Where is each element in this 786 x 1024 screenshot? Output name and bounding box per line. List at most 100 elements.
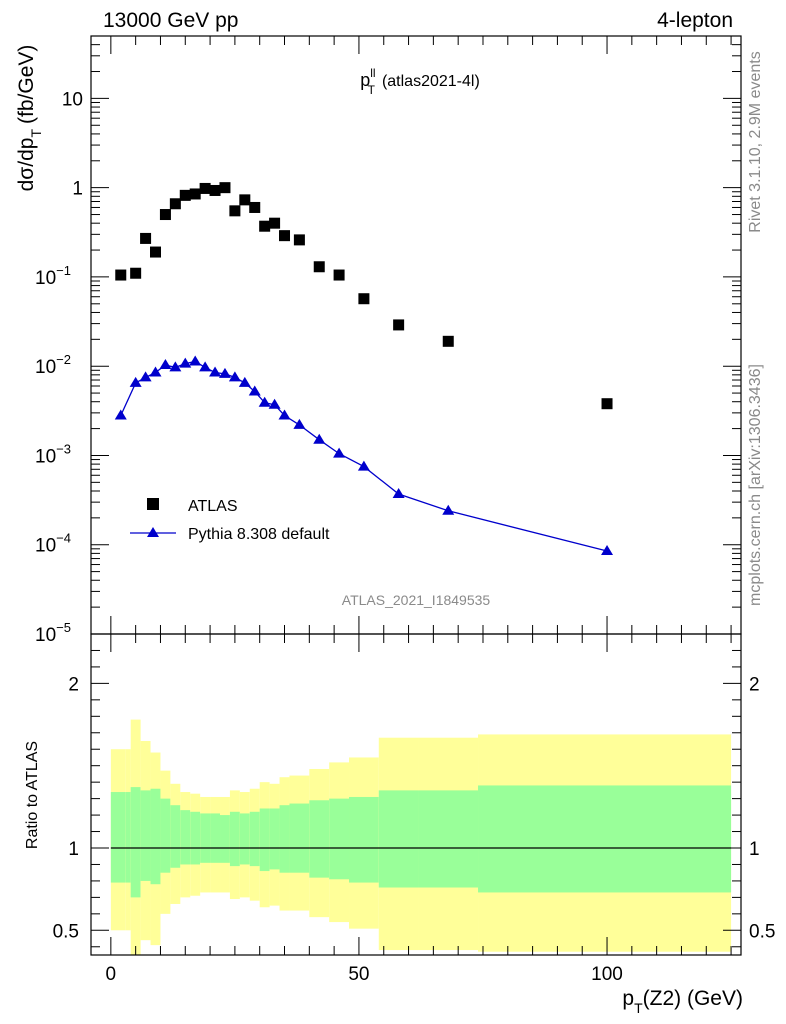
atlas-point	[229, 205, 241, 217]
main-y-tick-label: 10	[62, 89, 83, 110]
atlas-point	[333, 269, 345, 281]
ratio-inner-band	[160, 798, 171, 873]
pythia-point	[199, 361, 212, 372]
ratio-y-tick-label-right: 1	[749, 839, 760, 860]
xlabel-subscript: T	[634, 1000, 643, 1016]
pythia-point	[258, 396, 271, 407]
atlas-point	[169, 198, 181, 210]
main-y-tick-label: 10−5	[35, 620, 71, 646]
pythia-point	[333, 447, 346, 458]
ratio-inner-band	[140, 790, 151, 881]
legend-atlas-label: ATLAS	[188, 498, 238, 515]
main-frame	[90, 35, 742, 635]
ratio-inner-band	[229, 811, 240, 867]
atlas-point	[358, 293, 370, 305]
xlabel-main: p	[622, 987, 634, 1010]
pythia-point	[357, 460, 370, 471]
ratio-inner-band	[220, 815, 230, 863]
atlas-point	[601, 398, 613, 410]
ratio-inner-band	[110, 792, 126, 883]
ratio-inner-band	[349, 796, 379, 883]
ratio-y-tick-label-right: 2	[749, 674, 760, 695]
main-y-tick-label: 10−2	[35, 352, 71, 378]
side-mcplots-label: mcplots.cern.ch [arXiv:1306.3436]	[747, 364, 764, 606]
header-right-label: 4-lepton	[657, 9, 733, 32]
atlas-point	[140, 232, 152, 244]
ratio-inner-band	[279, 805, 290, 873]
ratio-inner-band	[180, 810, 191, 865]
title-suffix: (atlas2021-4l)	[382, 73, 480, 90]
ratio-y-tick-label-right: 0.5	[749, 921, 775, 942]
main-panel: pll T (atlas2021-4l) 10−510−410−310−210−11…	[15, 35, 742, 646]
legend: ATLAS Pythia 8.308 default	[130, 498, 330, 543]
x-tick-label: 0	[106, 964, 117, 985]
ratio-inner-band	[170, 805, 181, 868]
ratio-inner-band	[200, 813, 211, 863]
legend-pythia-label: Pythia 8.308 default	[188, 526, 330, 543]
y-tick-labels: 10−5 10−4 10−3 10−2 10−1 1 10	[35, 89, 83, 646]
ratio-frame	[90, 633, 742, 956]
pythia-point	[442, 504, 455, 515]
ratio-y-tick-label-left: 0.5	[53, 921, 79, 942]
title-superscript: ll	[370, 66, 375, 80]
pythia-point	[218, 367, 231, 378]
ratio-inner-band	[269, 808, 280, 870]
atlas-point	[393, 319, 405, 331]
ratio-y-tick-label-left: 2	[68, 674, 79, 695]
pythia-point	[313, 433, 326, 444]
pythia-point	[278, 409, 291, 420]
ratio-y-tick-labels: 0.5 0.5 1 1 2 2	[53, 674, 776, 942]
ylabel-subscript: T	[28, 129, 44, 138]
atlas-point	[239, 194, 251, 206]
atlas-point	[279, 230, 291, 242]
atlas-point	[293, 234, 305, 246]
atlas-point	[189, 188, 201, 200]
legend-pythia-marker	[147, 527, 159, 537]
ratio-inner-band	[309, 800, 330, 878]
atlas-point	[269, 217, 281, 229]
ratio-inner-band	[378, 790, 419, 888]
ratio-y-tick-label-left: 1	[68, 839, 79, 860]
atlas-point	[209, 184, 221, 196]
ratio-inner-band	[259, 808, 270, 872]
ratio-ylabel: Ratio to ATLAS	[24, 741, 41, 849]
atlas-point	[442, 335, 454, 347]
pythia-point	[169, 361, 182, 372]
ratio-inner-band	[150, 788, 161, 885]
x-tick-label: 100	[591, 964, 623, 985]
ratio-inner-band	[289, 803, 310, 873]
ylabel-suffix: (fb/GeV)	[15, 45, 38, 124]
main-ylabel: dσ/dpT (fb/GeV)	[15, 45, 44, 192]
ratio-inner-band	[239, 813, 250, 865]
pythia-point	[392, 488, 405, 499]
main-y-tick-label: 10−3	[35, 441, 71, 467]
ratio-inner-band	[190, 811, 201, 865]
x-tick-label: 50	[348, 964, 369, 985]
atlas-point	[249, 201, 261, 213]
pythia-point	[189, 355, 202, 366]
pythia-series-line	[120, 360, 608, 552]
xlabel-suffix: (Z2) (GeV)	[643, 987, 743, 1010]
ratio-inner-band	[125, 792, 131, 883]
pythia-point	[159, 359, 172, 370]
side-rivet-label: Rivet 3.1.10, 2.9M events	[747, 51, 764, 232]
atlas-point	[130, 267, 142, 279]
pythia-point	[228, 371, 241, 382]
main-title: pll T (atlas2021-4l)	[360, 66, 480, 97]
ratio-inner-band	[478, 785, 732, 893]
pythia-point	[293, 418, 306, 429]
atlas-point	[313, 261, 325, 273]
atlas-point	[259, 220, 271, 232]
pythia-point	[238, 376, 251, 387]
analysis-watermark: ATLAS_2021_I1849535	[342, 592, 491, 608]
ratio-inner-band	[329, 798, 350, 880]
main-y-tick-label: 10−4	[35, 531, 71, 557]
ratio-inner-band	[130, 787, 141, 898]
ylabel-main: dσ/dp	[15, 138, 38, 192]
pythia-point	[248, 385, 261, 396]
ratio-panel: 0.5 0.5 1 1 2 2 0 50 100 Ratio to ATLAS pT(Z2) …	[24, 633, 776, 1016]
header-left-label: 13000 GeV pp	[103, 9, 238, 32]
legend-atlas-marker	[147, 498, 159, 510]
x-tick-labels: 0 50 100	[106, 964, 623, 985]
